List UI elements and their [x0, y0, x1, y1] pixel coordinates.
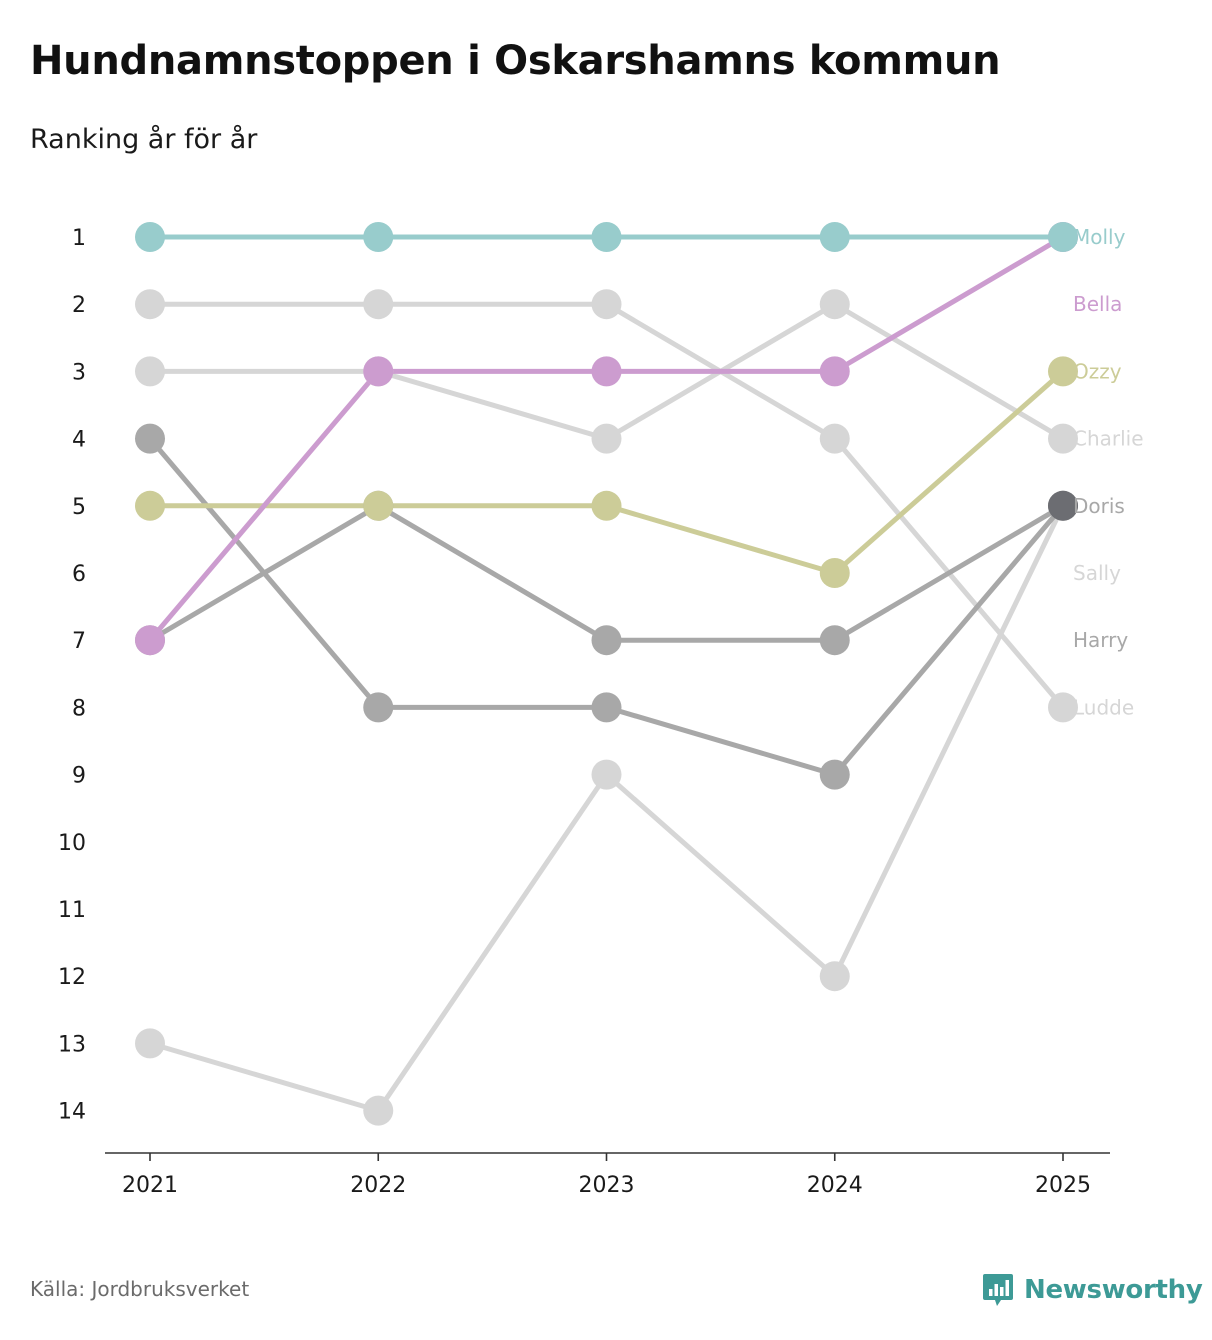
- chart-title: Hundnamnstoppen i Oskarshamns kommun: [30, 38, 1001, 84]
- y-tick-label: 3: [72, 360, 86, 385]
- point-ozzy-2024: [819, 558, 850, 588]
- point-doris-2023: [591, 625, 622, 656]
- point-charlie-2025: [1048, 423, 1078, 454]
- point-molly-2021: [135, 222, 165, 252]
- y-tick-label: 8: [72, 696, 86, 721]
- point-ozzy-2021: [135, 490, 165, 521]
- point-ludde-2024: [819, 423, 850, 454]
- point-sally-2023: [591, 759, 622, 790]
- newsworthy-logo-icon: [983, 1274, 1013, 1306]
- point-sally-2021: [135, 1028, 165, 1059]
- point-doris-2025: [1048, 490, 1078, 521]
- point-molly-2025: [1048, 222, 1078, 252]
- end-label-harry: Harry: [1073, 628, 1128, 652]
- end-label-ozzy: Ozzy: [1073, 359, 1122, 383]
- end-label-ludde: Ludde: [1073, 695, 1134, 719]
- y-tick-label: 12: [58, 965, 86, 990]
- point-bella-2022: [363, 356, 394, 387]
- y-tick-label: 9: [72, 764, 86, 789]
- point-ludde-2023: [591, 289, 622, 320]
- point-molly-2023: [591, 222, 622, 252]
- y-tick-label: 5: [72, 495, 86, 520]
- point-harry-2023: [591, 692, 622, 723]
- point-bella-2023: [591, 356, 622, 387]
- y-tick-label: 7: [72, 629, 86, 654]
- point-ozzy-2025: [1048, 356, 1078, 387]
- point-charlie-2021: [135, 356, 165, 387]
- x-tick-label: 2023: [579, 1173, 635, 1198]
- series-line-doris: [147, 503, 1066, 643]
- y-tick-label: 14: [58, 1100, 86, 1125]
- x-tick-label: 2022: [350, 1173, 406, 1198]
- end-label-molly: Molly: [1073, 225, 1126, 249]
- end-label-sally: Sally: [1073, 561, 1121, 585]
- source-note: Källa: Jordbruksverket: [30, 1277, 250, 1301]
- end-label-bella: Bella: [1073, 292, 1122, 316]
- point-bella-2021: [135, 625, 165, 656]
- x-tick-label: 2025: [1035, 1173, 1091, 1198]
- x-tick-label: 2024: [807, 1173, 863, 1198]
- y-tick-label: 11: [58, 898, 86, 923]
- x-tick-label: 2021: [122, 1173, 178, 1198]
- point-ozzy-2023: [591, 490, 622, 521]
- point-doris-2024: [819, 625, 850, 656]
- point-ludde-2022: [363, 289, 394, 320]
- point-harry-2021: [135, 423, 165, 454]
- point-sally-2022: [363, 1095, 394, 1126]
- y-tick-label: 1: [72, 226, 86, 251]
- point-bella-2024: [819, 356, 850, 387]
- point-harry-2022: [363, 692, 394, 723]
- point-molly-2024: [819, 222, 850, 252]
- point-ludde-2025: [1048, 692, 1078, 723]
- point-molly-2022: [363, 222, 394, 252]
- y-tick-label: 6: [72, 562, 86, 587]
- brand-name: Newsworthy: [1024, 1275, 1203, 1305]
- y-tick-label: 4: [72, 428, 86, 453]
- point-sally-2024: [819, 961, 850, 992]
- chart-subtitle: Ranking år för år: [30, 124, 258, 155]
- point-charlie-2023: [591, 423, 622, 454]
- y-tick-label: 10: [58, 831, 86, 856]
- point-charlie-2024: [819, 289, 850, 320]
- series-line-harry: [147, 436, 1066, 778]
- y-tick-label: 2: [72, 293, 86, 318]
- point-ozzy-2022: [363, 490, 394, 521]
- point-ludde-2021: [135, 289, 165, 320]
- y-tick-label: 13: [58, 1032, 86, 1057]
- point-harry-2024: [819, 759, 850, 790]
- end-label-doris: Doris: [1073, 494, 1125, 518]
- end-label-charlie: Charlie: [1073, 427, 1144, 451]
- brand-logo[interactable]: Newsworthy: [982, 1270, 1203, 1310]
